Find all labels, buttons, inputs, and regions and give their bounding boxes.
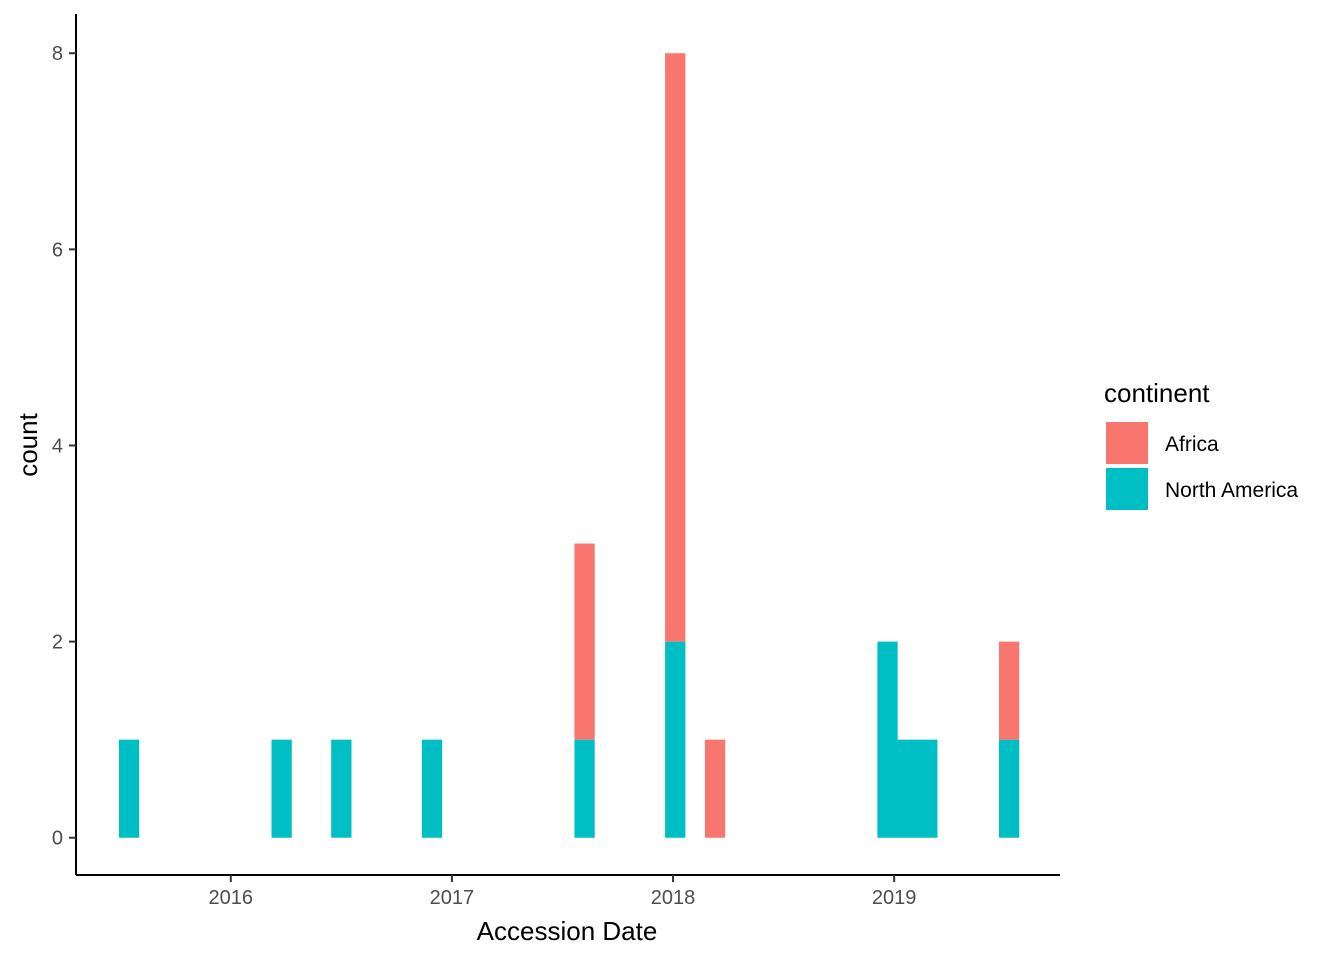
bar-north-america-1 xyxy=(271,739,292,838)
y-tick-label: 2 xyxy=(52,632,63,654)
legend-swatch-north-america xyxy=(1106,468,1148,510)
y-axis-title: count xyxy=(13,412,43,476)
bar-north-america-9 xyxy=(917,739,938,838)
y-axis-ticks: 0 2 4 6 8 xyxy=(52,43,76,850)
y-tick-label: 8 xyxy=(52,43,63,65)
bar-africa-4 xyxy=(574,543,595,740)
x-tick-label: 2016 xyxy=(209,887,254,909)
y-tick-label: 0 xyxy=(52,828,63,850)
x-tick-label: 2017 xyxy=(430,887,475,909)
bar-north-america-0 xyxy=(118,739,140,838)
bar-north-america-4 xyxy=(574,739,595,838)
x-tick-label: 2019 xyxy=(872,887,917,909)
legend-label-africa: Africa xyxy=(1165,433,1219,456)
y-tick-label: 4 xyxy=(52,435,63,457)
x-axis-ticks: 2016 2017 2018 2019 xyxy=(209,875,917,909)
bar-africa-6 xyxy=(704,739,726,838)
bar-africa-5 xyxy=(665,53,686,642)
legend: continent Africa North America xyxy=(1104,378,1298,510)
bar-north-america-5 xyxy=(665,641,686,838)
plot-area xyxy=(118,53,1020,838)
bar-north-america-7 xyxy=(877,641,898,838)
y-tick-label: 6 xyxy=(52,239,63,261)
x-axis-title: Accession Date xyxy=(477,916,658,946)
legend-swatch-africa xyxy=(1106,422,1148,464)
bar-north-america-3 xyxy=(421,739,443,838)
legend-label-north-america: North America xyxy=(1165,479,1298,502)
bar-north-america-2 xyxy=(331,739,352,838)
bar-africa-10 xyxy=(999,641,1020,740)
x-tick-label: 2018 xyxy=(651,887,696,909)
legend-title: continent xyxy=(1104,378,1210,408)
bar-north-america-10 xyxy=(999,739,1020,838)
bar-north-america-8 xyxy=(897,739,918,838)
